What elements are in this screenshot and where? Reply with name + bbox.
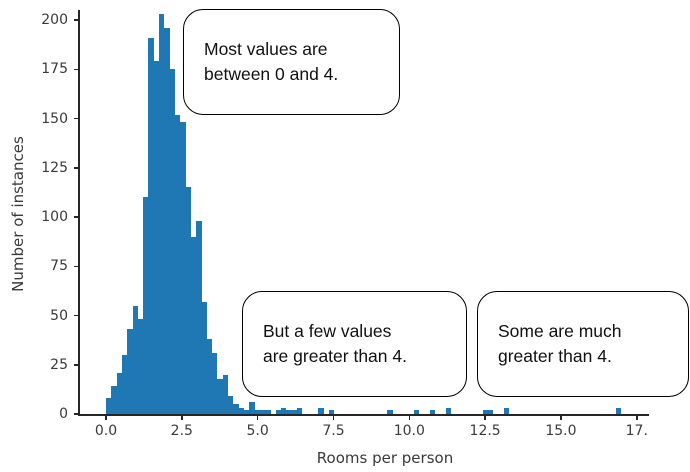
histogram-bar [164,27,170,414]
x-tick [560,416,562,420]
y-axis-spine [78,10,80,416]
histogram-bar [159,14,165,414]
y-tick [74,117,78,120]
annotation-much-greater: Some are much greater than 4. [477,291,689,397]
histogram-bar [137,319,144,414]
histogram-bar [615,408,621,414]
histogram-bar [217,378,223,414]
y-tick-label: 175 [41,61,68,78]
histogram-bar [196,220,202,414]
histogram-bar [185,187,191,414]
histogram-bar [328,410,335,414]
histogram-bar [143,197,149,414]
y-tick-label: 75 [50,258,68,275]
x-tick-label: 17. [625,423,648,439]
histogram-bar [121,354,128,414]
y-tick [74,265,78,267]
histogram-bar [222,374,229,414]
x-axis-spine [79,414,649,416]
histogram-bar [286,410,292,414]
annotation-text: Some are much greater than 4. [498,321,622,366]
y-tick-label: 0 [59,406,68,422]
histogram-bar [111,386,117,414]
histogram-bar [387,410,393,414]
histogram-bar [488,410,494,414]
x-tick [105,416,107,420]
histogram-bar [148,37,154,414]
x-tick [256,416,259,420]
x-tick-label: 2.5 [170,423,193,439]
x-tick-label: 0.0 [94,423,118,439]
y-tick-label: 100 [41,209,68,225]
histogram-bar [254,410,260,414]
y-tick [74,314,78,317]
x-tick [484,416,486,420]
y-tick-label: 150 [41,110,68,127]
histogram-bar [175,114,181,414]
histogram-bar [482,410,489,414]
annotation-most-values: Most values are between 0 and 4. [183,9,400,115]
histogram-bar [504,408,510,414]
histogram-bar [297,408,303,414]
histogram-bar [212,352,218,414]
x-tick [408,416,411,420]
y-tick [74,19,78,21]
y-tick [74,167,78,169]
y-tick-label: 50 [50,307,68,324]
histogram-bar [127,329,133,414]
y-tick-label: 25 [50,356,68,373]
y-tick [74,413,78,415]
histogram-bar [153,61,160,414]
annotation-few-values: But a few values are greater than 4. [242,291,467,397]
histogram-bar [190,236,197,414]
histogram-bar [228,396,234,414]
histogram-bar [445,408,451,414]
y-tick-label: 200 [41,12,68,28]
x-tick [181,416,183,420]
y-tick [74,68,78,70]
histogram-bar [206,339,213,414]
histogram-bar [265,410,271,414]
histogram-bar [244,410,250,414]
histogram-bar [180,122,186,414]
x-tick-label: 5.0 [246,423,269,439]
histogram-bar [291,410,298,414]
x-tick [332,416,335,420]
histogram-bar [116,372,122,414]
histogram-bar [429,410,436,414]
histogram-bar [259,410,266,414]
histogram-bar [318,408,324,414]
histogram-bar [413,410,420,414]
annotation-text: Most values are between 0 and 4. [204,39,339,84]
y-tick [74,364,78,366]
x-axis-title: Rooms per person [316,449,454,467]
annotation-text: But a few values are greater than 4. [263,321,407,366]
x-tick-label: 7.5 [322,423,345,439]
y-tick [74,216,78,218]
histogram-bar [132,305,138,414]
histogram-bar [169,69,175,414]
y-tick-label: 125 [41,159,68,176]
histogram-bar [106,398,112,414]
y-axis-title: Number of instances [9,136,27,292]
histogram-bar [201,301,207,414]
x-tick [636,416,638,420]
x-tick-label: 10.0 [393,423,425,439]
x-tick-label: 15.0 [545,423,577,439]
histogram-bar [281,408,287,414]
histogram-bar [238,408,244,414]
x-tick-label: 12.5 [469,423,501,439]
histogram-bar [275,410,282,414]
histogram-bar [233,404,239,414]
histogram-bar [249,402,255,414]
